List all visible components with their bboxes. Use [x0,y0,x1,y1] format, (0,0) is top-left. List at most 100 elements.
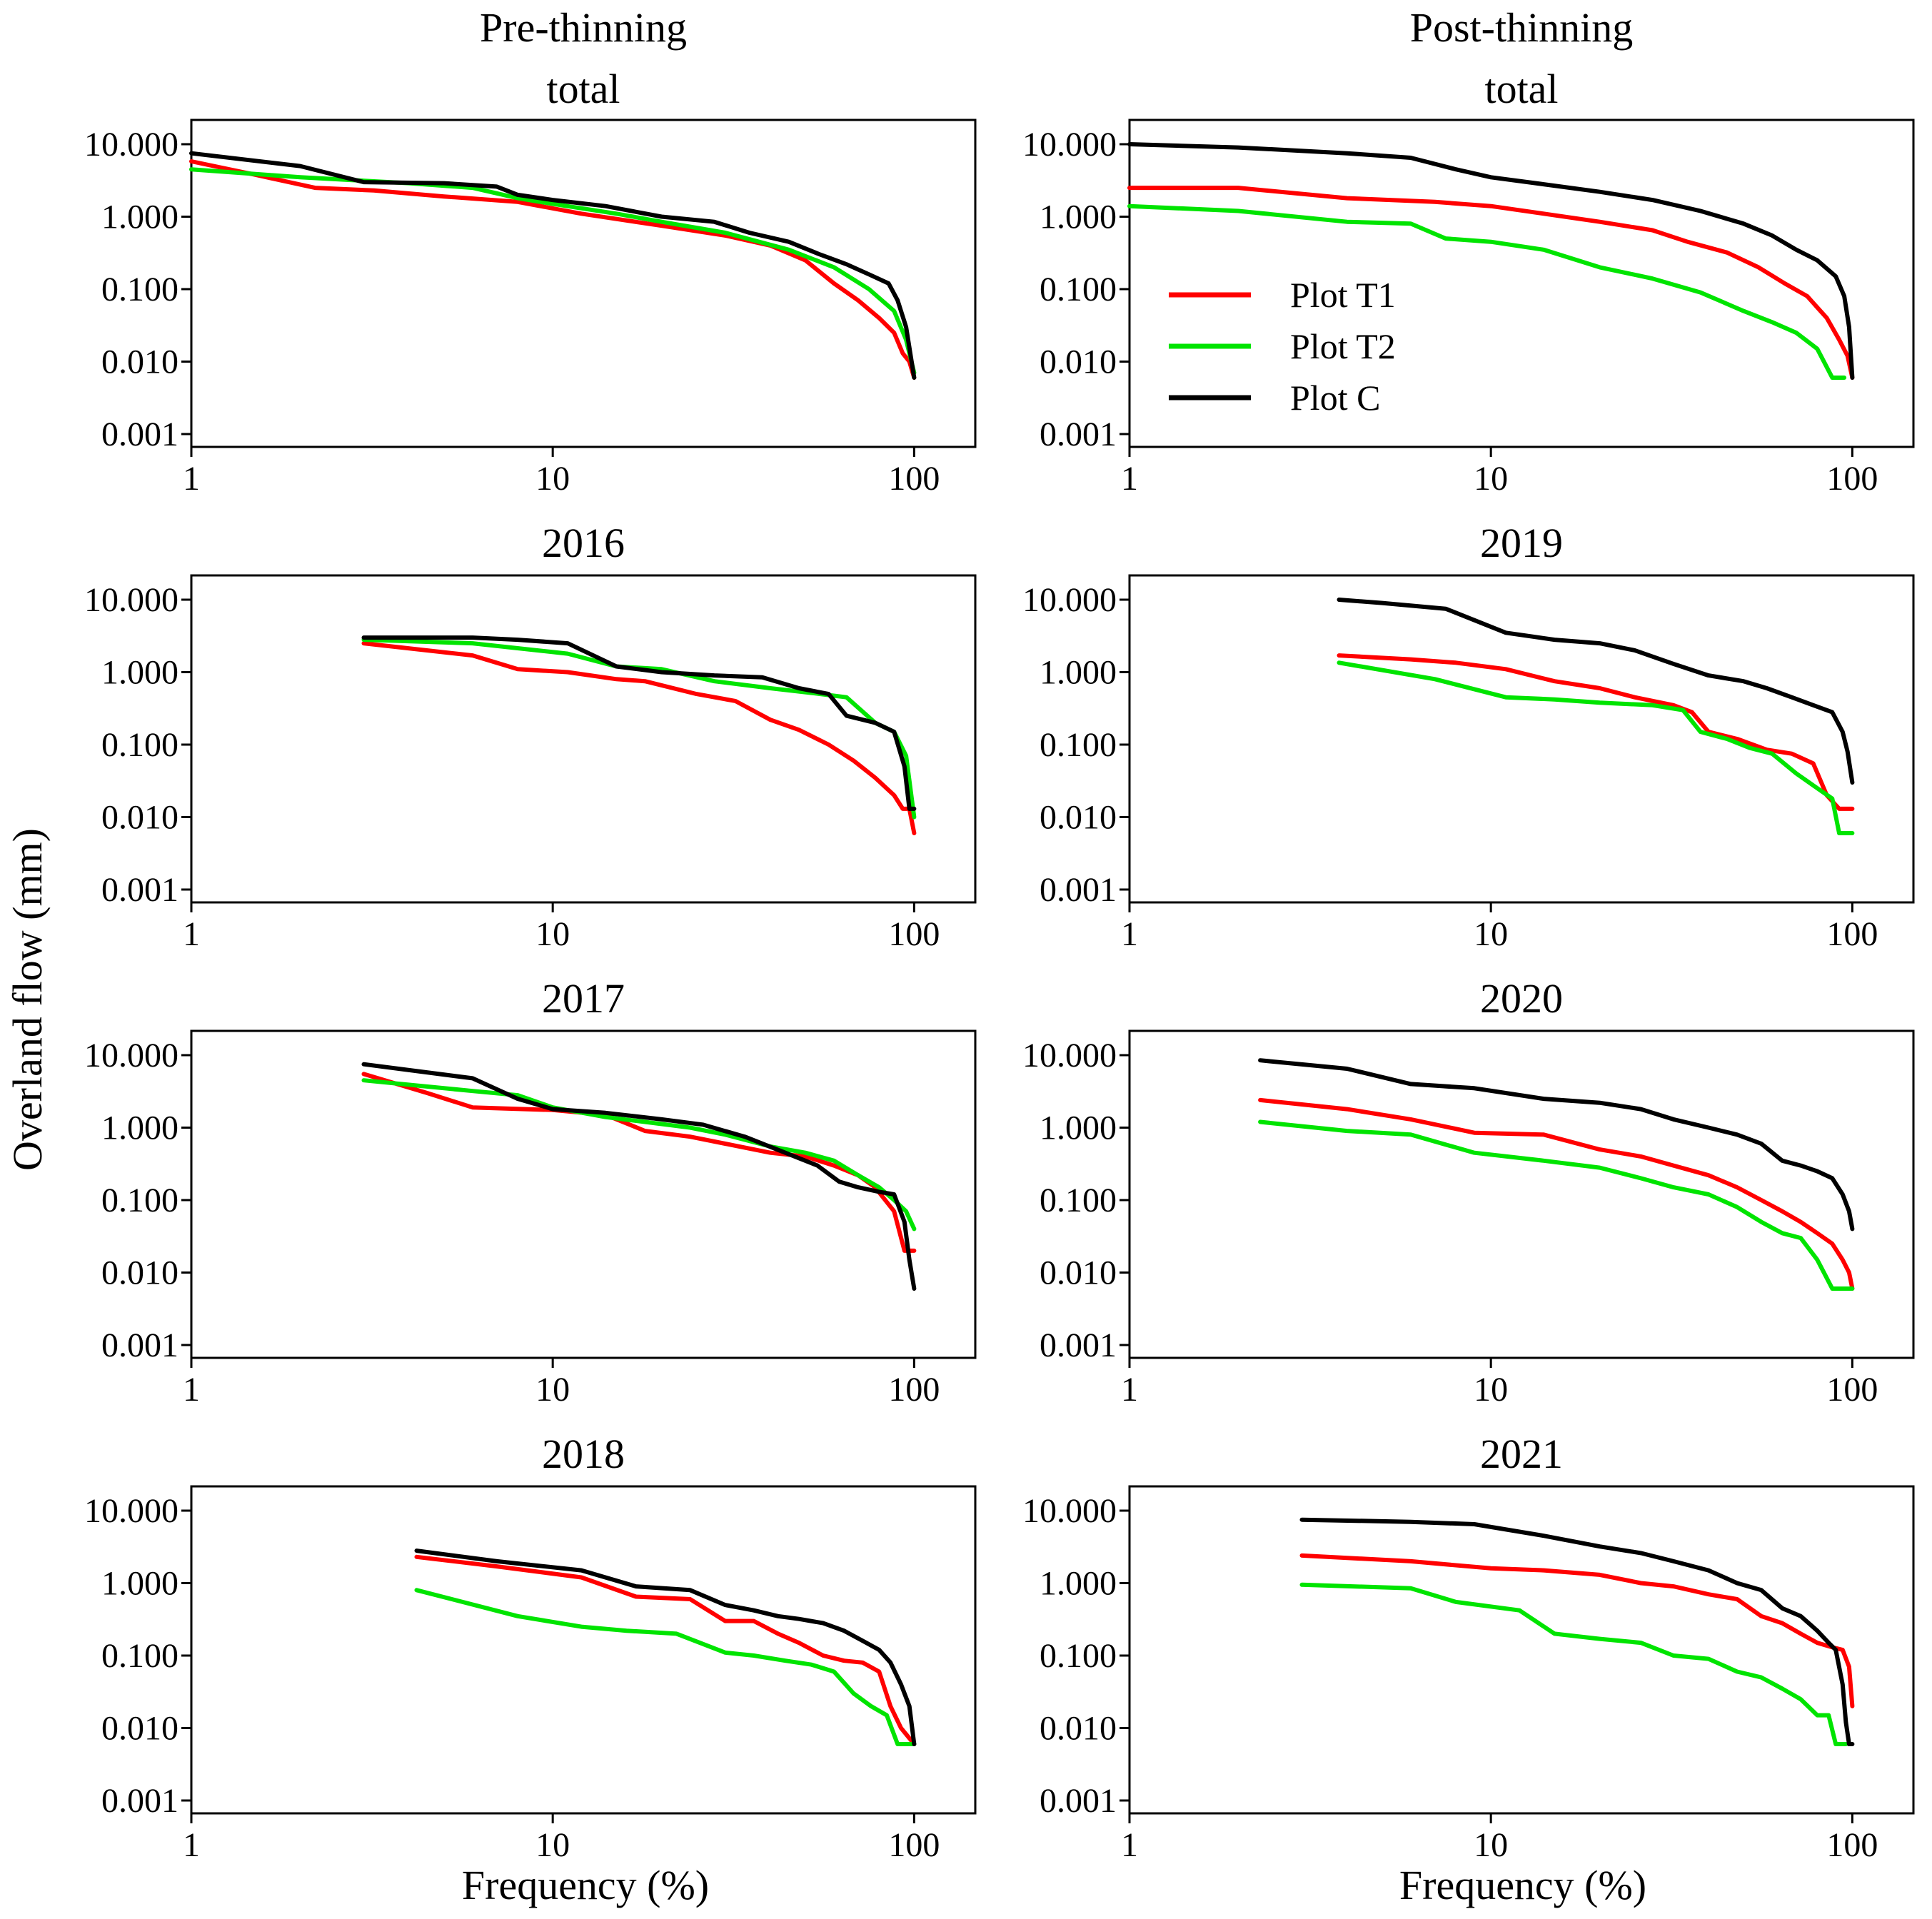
panel-5-series-plot-t2 [361,1078,917,1232]
panel-1-x-tick-label-0: 1 [183,460,200,498]
panel-6-y-tick-label-0: 0.001 [1040,1326,1117,1364]
panel-4-y-tick-label-4: 10.000 [1022,581,1117,619]
panel-8-x-tick-label-2: 100 [1826,1826,1878,1864]
panel-6-y-tick-label-3: 1.000 [1040,1109,1117,1147]
panel-3: 2016 0.001 0.010 0.100 1.000 10.000 1 10 100 [84,520,977,953]
legend-label-plot-c: Plot C [1290,378,1380,418]
panel-4-title-line-1: 2019 [1480,520,1563,566]
panel-4-y-tick-label-0: 0.001 [1040,871,1117,909]
panel-4-x-tick-label-1: 10 [1474,915,1508,953]
panel-3-y-tick-label-2: 0.100 [101,726,178,764]
panel-3-series-plot-t2 [361,638,917,820]
panel-6-frame [1128,1029,1915,1359]
panel-5-y-tick-label-0: 0.001 [101,1326,178,1364]
panel-5-title-line-1: 2017 [542,975,625,1022]
panel-1: Pre-thinning total 0.001 0.010 0.100 1.000 10.… [84,4,977,498]
panel-1-series-plot-t1 [189,159,917,380]
panel-4-x-tick-label-0: 1 [1121,915,1138,953]
panel-5-series-plot-t1 [361,1072,917,1253]
panel-6-y-tick-label-1: 0.010 [1040,1254,1117,1292]
panel-6-x-tick-label-1: 10 [1474,1371,1508,1409]
panel-5-y-tick-label-3: 1.000 [101,1109,178,1147]
panel-4-series-plot-c [1337,598,1855,785]
panel-6-x-tick-label-2: 100 [1826,1371,1878,1409]
panel-7-x-tick-label-2: 100 [888,1826,940,1864]
panel-3-x-tick-label-2: 100 [888,915,940,953]
panel-3-y-tick-label-1: 0.010 [101,799,178,837]
panel-1-y-tick-label-2: 0.100 [101,271,178,308]
panel-7-y-tick-label-0: 0.001 [101,1782,178,1820]
panel-8: 2021 0.001 0.010 0.100 1.000 10.000 1 10 100 [1022,1431,1915,1864]
panel-4-x-tick-label-2: 100 [1826,915,1878,953]
panel-6: 2020 0.001 0.010 0.100 1.000 10.000 1 10 100 [1022,975,1915,1409]
panel-1-y-tick-label-1: 0.010 [101,343,178,381]
panel-6-y-tick-label-2: 0.100 [1040,1182,1117,1219]
panel-6-x-tick-label-0: 1 [1121,1371,1138,1409]
panel-3-frame [190,574,977,904]
panel-2: Post-thinning total 0.001 0.010 0.100 1.000 10… [1022,4,1915,498]
panel-2-x-tick-label-1: 10 [1474,460,1508,498]
panel-1-x-tick-label-2: 100 [888,460,940,498]
panel-7-frame [190,1485,977,1815]
panel-4-y-tick-label-2: 0.100 [1040,726,1117,764]
panel-2-title-line-1: Post-thinning [1410,4,1634,51]
panel-5-frame [190,1029,977,1359]
legend-label-plot-t2: Plot T2 [1290,326,1396,366]
panel-6-title-line-1: 2020 [1480,975,1563,1022]
panel-3-y-tick-label-4: 10.000 [84,581,178,619]
panel-8-y-tick-label-4: 10.000 [1022,1492,1117,1530]
panel-2-x-tick-label-0: 1 [1121,460,1138,498]
panel-6-y-tick-label-4: 10.000 [1022,1037,1117,1074]
panel-4-series-plot-t2 [1337,660,1855,835]
panel-6-series-plot-t2 [1258,1119,1855,1291]
panel-1-title-line-1: Pre-thinning [480,4,687,51]
panel-1-title-line-2: total [546,66,620,112]
panel-3-y-tick-label-0: 0.001 [101,871,178,909]
panel-2-frame [1128,119,1915,448]
panel-8-x-tick-label-0: 1 [1121,1826,1138,1864]
panel-2-title-line-2: total [1484,66,1558,112]
x-axis-title-left: Frequency (%) [462,1862,709,1908]
panel-1-y-tick-label-4: 10.000 [84,126,178,163]
panel-5-y-tick-label-4: 10.000 [84,1037,178,1074]
panel-7-series-plot-c [414,1548,917,1746]
panel-4-y-tick-label-1: 0.010 [1040,799,1117,837]
panel-7-y-tick-label-1: 0.010 [101,1710,178,1748]
panel-6-series-plot-t1 [1258,1097,1855,1291]
panel-1-frame [190,119,977,448]
panel-1-y-tick-label-0: 0.001 [101,415,178,453]
panel-7-x-tick-label-0: 1 [183,1826,200,1864]
panel-7-series-plot-t1 [414,1554,917,1746]
panel-5-x-tick-label-1: 10 [535,1371,570,1409]
panel-7-x-tick-label-1: 10 [535,1826,570,1864]
panel-3-x-tick-label-0: 1 [183,915,200,953]
panel-2-series-plot-t1 [1127,186,1855,380]
panel-4-series-plot-t1 [1337,653,1855,811]
panel-8-series-plot-t2 [1299,1582,1848,1746]
panel-8-title-line-1: 2021 [1480,1431,1563,1477]
panel-7-y-tick-label-3: 1.000 [101,1565,178,1603]
panel-2-y-tick-label-2: 0.100 [1040,271,1117,308]
panel-2-series-plot-c [1127,142,1855,380]
panel-3-series-plot-t1 [361,641,917,835]
panel-2-series-plot-t2 [1127,203,1847,380]
panel-8-series-plot-c [1299,1517,1855,1746]
panel-5: 2017 0.001 0.010 0.100 1.000 10.000 1 10 100 [84,975,977,1409]
legend: Plot T1 Plot T2 Plot C [1169,275,1396,418]
panel-5-series-plot-c [361,1062,917,1291]
panel-3-series-plot-c [361,635,917,811]
panel-1-x-tick-label-1: 10 [535,460,570,498]
panel-7: 2018 0.001 0.010 0.100 1.000 10.000 1 10 100 [84,1431,977,1864]
panel-8-frame [1128,1485,1915,1815]
panel-4: 2019 0.001 0.010 0.100 1.000 10.000 1 10 100 [1022,520,1915,953]
panel-2-y-tick-label-0: 0.001 [1040,415,1117,453]
panel-8-y-tick-label-0: 0.001 [1040,1782,1117,1820]
panel-1-series-plot-c [189,151,917,380]
panel-5-y-tick-label-1: 0.010 [101,1254,178,1292]
panel-5-y-tick-label-2: 0.100 [101,1182,178,1219]
panel-4-y-tick-label-3: 1.000 [1040,654,1117,692]
panel-3-y-tick-label-3: 1.000 [101,654,178,692]
panel-7-y-tick-label-4: 10.000 [84,1492,178,1530]
panel-8-y-tick-label-3: 1.000 [1040,1565,1117,1603]
